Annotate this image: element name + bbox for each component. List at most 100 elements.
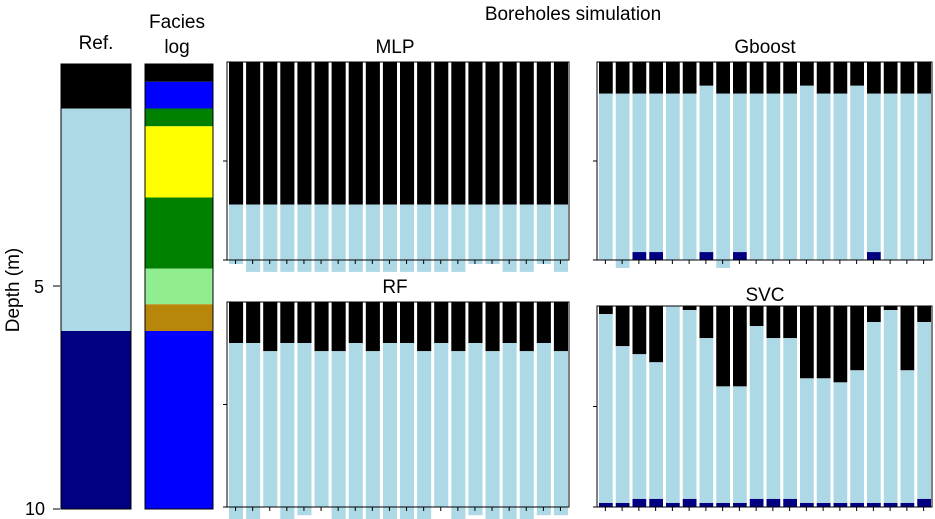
gboost-bar-9-navy: [733, 252, 747, 260]
gboost-bar-18-black: [883, 62, 898, 94]
svc-bar-5-navy: [666, 502, 680, 507]
mlp-bar-8-light-blue: [348, 204, 363, 272]
rf-bar-9-black: [365, 302, 380, 352]
reference-column: [60, 63, 132, 510]
mlp-bar-20-black: [553, 62, 568, 205]
rf-bar-1-black: [229, 302, 244, 343]
gboost-bar-6-light-blue: [682, 93, 697, 261]
mlp-bar-7-black: [331, 62, 346, 205]
svc-bar-13-navy: [800, 502, 814, 507]
svc-bar-11-light-blue: [766, 338, 781, 499]
svc-bar-8-navy: [716, 502, 730, 507]
facies-layer-4: [145, 126, 213, 198]
mlp-bar-15-light-blue: [468, 204, 483, 264]
svc-bar-16-black: [850, 306, 864, 371]
mlp-bar-10-light-blue: [382, 204, 397, 272]
gboost-bar-11-light-blue: [766, 93, 781, 261]
rf-bar-3-light-blue: [263, 351, 278, 507]
gboost-bar-13-light-blue: [800, 85, 814, 260]
facies-layer-6: [145, 268, 213, 305]
reference-layer-2: [61, 108, 131, 331]
rf-bar-14-light-blue: [451, 351, 466, 519]
svc-bar-2-navy: [615, 502, 630, 507]
svc-bar-14-black: [816, 306, 831, 379]
mlp-bar-8-black: [348, 62, 363, 205]
mlp-bar-18-light-blue: [519, 204, 534, 272]
facies-log-title-line1: Facies: [149, 12, 205, 33]
rf-bar-4-black: [280, 302, 295, 343]
svc-bar-15-black: [833, 306, 848, 383]
panel-svc: SVC: [593, 285, 933, 511]
rf-bar-16-black: [485, 302, 500, 352]
gboost-frame: [596, 61, 933, 261]
rf-bar-14-black: [451, 302, 466, 352]
gboost-bar-7-light-blue: [699, 85, 714, 253]
svc-bar-20-navy: [917, 498, 931, 507]
svc-bar-3-navy: [632, 498, 647, 507]
svc-bar-13-light-blue: [800, 378, 814, 503]
mlp-bar-17-light-blue: [502, 204, 517, 272]
rf-bar-11-black: [400, 302, 415, 343]
rf-bar-6-light-blue: [314, 351, 329, 507]
gboost-bar-17-navy: [867, 252, 881, 260]
rf-bar-20-light-blue: [553, 351, 568, 516]
rf-bar-17-light-blue: [502, 343, 517, 519]
mlp-bar-5-light-blue: [297, 204, 312, 272]
mlp-frame: [226, 61, 570, 261]
facies-layer-3: [145, 108, 213, 127]
svc-bar-11-navy: [766, 498, 781, 507]
svc-bar-10-black: [749, 306, 764, 327]
rf-bar-12-light-blue: [417, 351, 432, 519]
svc-bar-13-black: [800, 306, 814, 379]
gboost-bar-14-black: [816, 62, 831, 94]
svc-bar-18-light-blue: [883, 310, 898, 503]
gboost-bar-20-light-blue: [917, 93, 931, 261]
svc-bar-7-light-blue: [699, 338, 714, 503]
svc-bar-4-black: [649, 306, 663, 363]
mlp-bar-3-light-blue: [263, 204, 278, 272]
svc-bar-20-black: [917, 306, 931, 323]
mlp-bar-2-black: [246, 62, 261, 205]
facies-layer-1: [145, 64, 213, 82]
rf-bar-6-black: [314, 302, 329, 352]
y-tick-label-5: 5: [34, 277, 44, 297]
rf-bar-2-black: [246, 302, 261, 343]
mlp-bar-18-black: [519, 62, 534, 205]
svc-bar-19-navy: [900, 502, 915, 507]
svc-bar-19-black: [900, 306, 915, 371]
svc-bar-1-light-blue: [599, 314, 613, 503]
svc-bar-19-light-blue: [900, 370, 915, 503]
svc-bar-17-black: [867, 306, 881, 323]
gboost-bar-6-black: [682, 62, 697, 94]
gboost-bar-19-light-blue: [900, 93, 915, 261]
svc-bar-6-black: [682, 306, 697, 311]
svc-bar-17-navy: [867, 502, 881, 507]
mlp-bar-19-black: [536, 62, 551, 205]
mlp-bar-9-light-blue: [365, 204, 380, 272]
mlp-bar-9-black: [365, 62, 380, 205]
gboost-bar-3-navy: [632, 252, 647, 260]
figure-title: Boreholes simulation: [485, 4, 661, 25]
facies-layer-2: [145, 81, 213, 109]
rf-bar-4-light-blue: [280, 343, 295, 519]
gboost-bar-12-black: [783, 62, 797, 94]
svc-bar-9-navy: [733, 502, 747, 507]
svc-bar-12-black: [783, 306, 797, 339]
mlp-bar-12-black: [417, 62, 432, 205]
reference-frame: [60, 63, 132, 510]
rf-bar-18-black: [519, 302, 534, 352]
gboost-bar-7-black: [699, 62, 714, 86]
panel-title-svc: SVC: [745, 285, 784, 306]
y-axis-label: Depth (m): [3, 248, 24, 332]
rf-bar-5-light-blue: [297, 343, 312, 516]
svc-bar-9-light-blue: [733, 386, 747, 503]
gboost-bar-12-light-blue: [783, 93, 797, 261]
mlp-bar-3-black: [263, 62, 278, 205]
svc-bar-10-light-blue: [749, 326, 764, 499]
mlp-bar-7-light-blue: [331, 204, 346, 272]
mlp-bar-10-black: [382, 62, 397, 205]
rf-bar-10-light-blue: [382, 343, 397, 519]
gboost-bar-5-light-blue: [666, 93, 680, 261]
gboost-bar-1-light-blue: [599, 93, 613, 261]
panel-mlp: MLP: [223, 37, 570, 272]
